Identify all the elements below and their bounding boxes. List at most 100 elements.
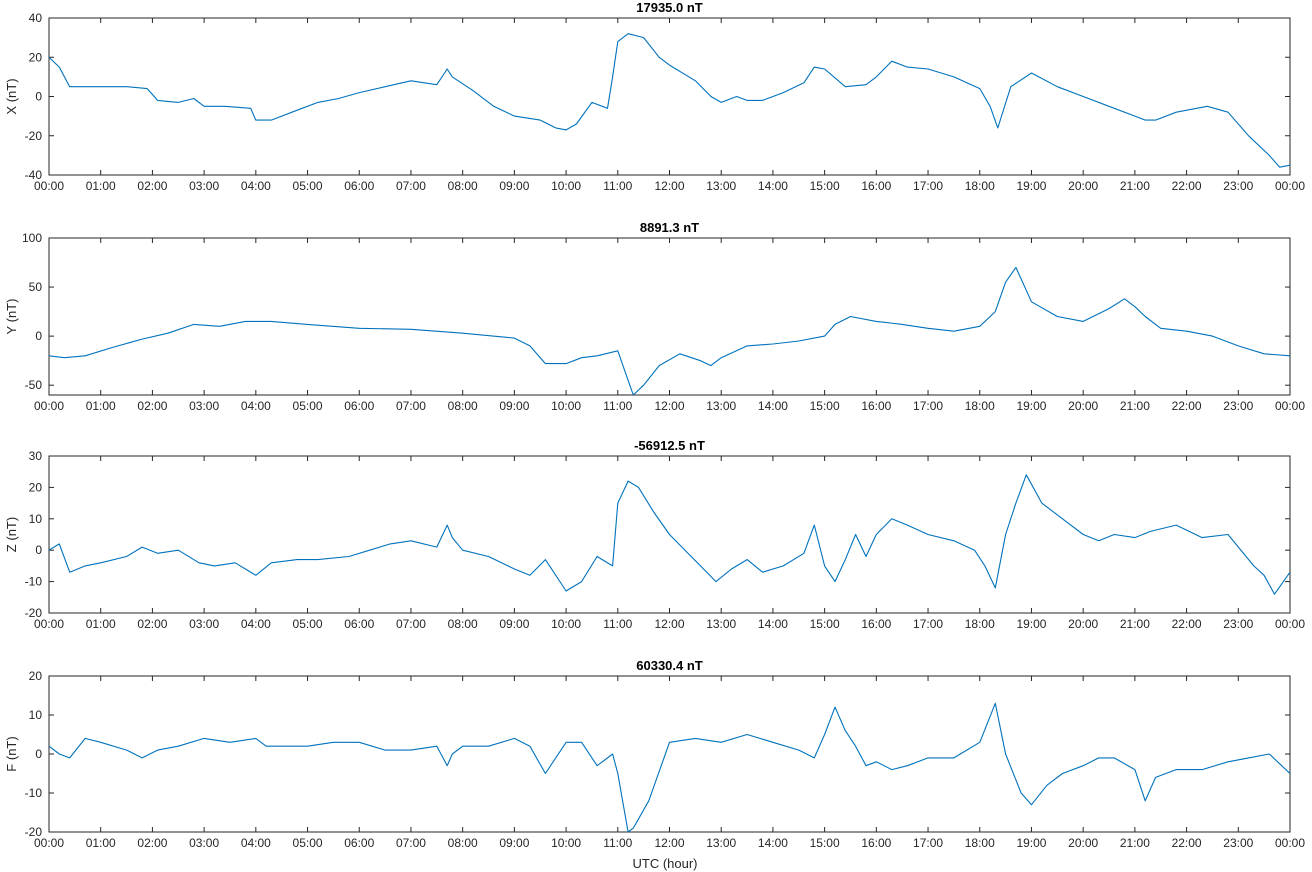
x-tick-label: 18:00: [965, 179, 995, 193]
x-axis-label: UTC (hour): [632, 856, 697, 871]
x-tick-label: 13:00: [706, 617, 736, 631]
x-tick-label: 00:00: [34, 836, 64, 850]
x-tick-label: 22:00: [1172, 399, 1202, 413]
x-tick-label: 21:00: [1120, 179, 1150, 193]
x-tick-label: 08:00: [448, 617, 478, 631]
y-tick-label: 20: [29, 50, 43, 64]
x-tick-label: 18:00: [965, 836, 995, 850]
x-tick-label: 09:00: [499, 399, 529, 413]
x-tick-label: 00:00: [34, 399, 64, 413]
x-tick-label: 03:00: [189, 179, 219, 193]
series-line: [49, 33, 1290, 168]
x-tick-label: 01:00: [86, 836, 116, 850]
x-tick-label: 20:00: [1068, 617, 1098, 631]
y-tick-label: 40: [29, 11, 43, 25]
x-tick-label: 06:00: [344, 617, 374, 631]
x-tick-label: 23:00: [1223, 617, 1253, 631]
x-tick-label: 05:00: [293, 179, 323, 193]
x-tick-label: 16:00: [861, 399, 891, 413]
x-tick-label: 22:00: [1172, 179, 1202, 193]
x-tick-label: 09:00: [499, 836, 529, 850]
x-tick-label: 14:00: [758, 179, 788, 193]
x-tick-label: 19:00: [1016, 179, 1046, 193]
x-tick-label: 13:00: [706, 179, 736, 193]
y-tick-label: 10: [29, 708, 43, 722]
x-tick-label: 00:00: [1275, 399, 1305, 413]
x-tick-label: 05:00: [293, 617, 323, 631]
x-tick-label: 10:00: [551, 836, 581, 850]
y-tick-label: 0: [35, 543, 42, 557]
axes-box: [48, 17, 1291, 176]
x-tick-label: 03:00: [189, 399, 219, 413]
series-line: [49, 474, 1290, 595]
x-tick-label: 17:00: [913, 179, 943, 193]
x-tick-label: 19:00: [1016, 836, 1046, 850]
x-tick-label: 21:00: [1120, 399, 1150, 413]
x-tick-label: 10:00: [551, 617, 581, 631]
y-tick-label: -20: [25, 606, 43, 620]
y-axis-label: Y (nT): [4, 299, 19, 335]
y-tick-label: -10: [25, 575, 43, 589]
x-tick-label: 11:00: [603, 399, 632, 413]
panel-title: 60330.4 nT: [636, 658, 703, 673]
x-tick-label: 12:00: [654, 399, 684, 413]
x-tick-label: 06:00: [344, 836, 374, 850]
x-tick-label: 04:00: [241, 399, 271, 413]
x-tick-label: 12:00: [654, 179, 684, 193]
x-tick-label: 03:00: [189, 617, 219, 631]
x-tick-label: 09:00: [499, 179, 529, 193]
panel-3: 00:00 01:00 02:00 03:00 04:00 05:00 06:00 07:00…: [4, 438, 1305, 631]
y-tick-label: 0: [35, 329, 42, 343]
x-tick-label: 01:00: [86, 617, 116, 631]
y-tick-label: -20: [25, 129, 43, 143]
x-tick-label: 11:00: [603, 617, 632, 631]
x-tick-label: 20:00: [1068, 179, 1098, 193]
x-tick-label: 07:00: [396, 179, 426, 193]
x-tick-label: 13:00: [706, 399, 736, 413]
x-tick-label: 02:00: [137, 617, 167, 631]
x-tick-label: 03:00: [189, 836, 219, 850]
x-tick-label: 17:00: [913, 399, 943, 413]
x-tick-label: 23:00: [1223, 836, 1253, 850]
y-tick-label: -10: [25, 786, 43, 800]
x-tick-label: 00:00: [34, 617, 64, 631]
axes-box: [48, 237, 1291, 396]
x-tick-label: 14:00: [758, 617, 788, 631]
x-tick-label: 16:00: [861, 179, 891, 193]
x-tick-label: 08:00: [448, 836, 478, 850]
x-tick-label: 05:00: [293, 399, 323, 413]
x-tick-label: 02:00: [137, 399, 167, 413]
x-tick-label: 20:00: [1068, 836, 1098, 850]
x-tick-label: 02:00: [137, 179, 167, 193]
y-tick-label: 0: [35, 90, 42, 104]
x-tick-label: 00:00: [1275, 617, 1305, 631]
y-tick-label: 0: [35, 747, 42, 761]
x-tick-label: 00:00: [1275, 836, 1305, 850]
x-tick-label: 14:00: [758, 836, 788, 850]
x-tick-label: 02:00: [137, 836, 167, 850]
x-tick-label: 18:00: [965, 399, 995, 413]
x-tick-label: 16:00: [861, 836, 891, 850]
panel-title: -56912.5 nT: [634, 438, 705, 453]
x-tick-label: 06:00: [344, 179, 374, 193]
x-tick-label: 08:00: [448, 179, 478, 193]
y-tick-label: 20: [29, 669, 43, 683]
x-tick-label: 05:00: [293, 836, 323, 850]
x-tick-label: 06:00: [344, 399, 374, 413]
y-tick-label: -50: [25, 378, 43, 392]
x-tick-label: 14:00: [758, 399, 788, 413]
x-tick-label: 01:00: [86, 179, 116, 193]
x-tick-label: 12:00: [654, 617, 684, 631]
x-tick-label: 22:00: [1172, 836, 1202, 850]
x-tick-label: 23:00: [1223, 399, 1253, 413]
x-tick-label: 19:00: [1016, 617, 1046, 631]
y-tick-label: 50: [29, 280, 43, 294]
x-tick-label: 17:00: [913, 836, 943, 850]
x-tick-label: 08:00: [448, 399, 478, 413]
y-axis-label: X (nT): [4, 78, 19, 114]
y-axis-label: F (nT): [4, 736, 19, 771]
x-tick-label: 15:00: [810, 836, 840, 850]
panel-title: 8891.3 nT: [640, 220, 699, 235]
y-tick-label: 20: [29, 480, 43, 494]
x-tick-label: 04:00: [241, 179, 271, 193]
